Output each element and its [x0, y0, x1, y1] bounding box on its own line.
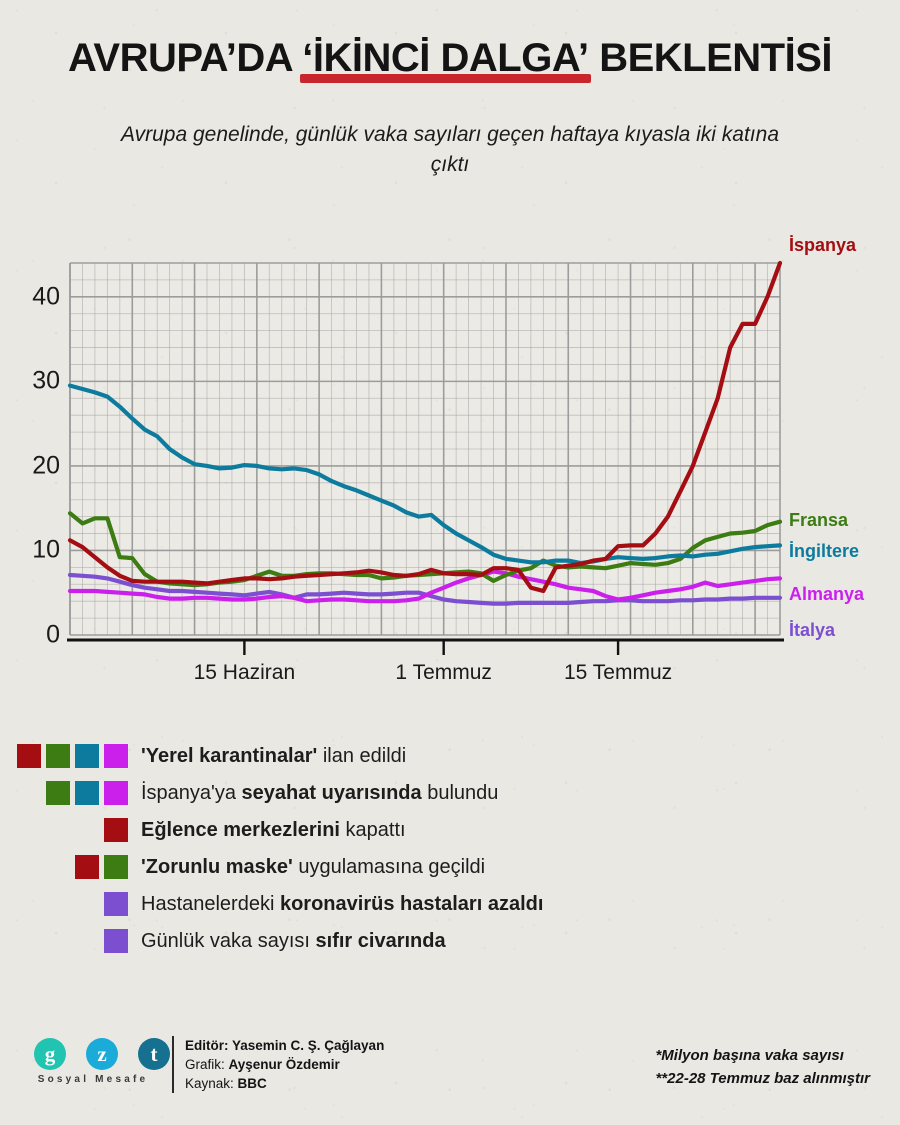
- legend-color-swatch: [104, 855, 128, 879]
- legend-swatches: [0, 892, 128, 916]
- legend-text: 'Yerel karantinalar' ilan edildi: [141, 745, 406, 768]
- legend-color-swatch: [104, 892, 128, 916]
- legend-text-tail: ilan edildi: [317, 744, 407, 767]
- series-label-fransa: Fransa: [789, 509, 849, 530]
- page-subtitle: Avrupa genelinde, günlük vaka sayıları g…: [120, 123, 779, 177]
- footnote-1: *Milyon başına vaka sayısı: [655, 1047, 844, 1064]
- credit-source-value: BBC: [237, 1076, 267, 1092]
- credit-graphic-value: Ayşenur Özdemir: [228, 1057, 340, 1073]
- series-label-almanya: Almanya: [789, 584, 865, 605]
- legend-color-swatch: [17, 744, 41, 768]
- legend-swatches: [0, 818, 128, 842]
- legend-text-tail: kapattı: [339, 818, 406, 841]
- legend-row: Eğlence merkezlerini kapattı: [0, 816, 900, 844]
- logo-circle-g: g: [34, 1038, 66, 1070]
- legend-text-bold: sıfır civarında: [315, 929, 446, 952]
- y-tick-label: 0: [46, 620, 60, 649]
- y-tick-label: 20: [32, 451, 60, 480]
- title-part-2: BEKLENTİSİ: [588, 36, 833, 80]
- legend-text-plain: Günlük vaka sayısı: [141, 929, 316, 952]
- credit-graphic-line: Grafik: Ayşenur Özdemir: [185, 1055, 384, 1074]
- legend-color-swatch: [75, 781, 99, 805]
- legend-row: İspanya'ya seyahat uyarısında bulundu: [0, 779, 900, 807]
- x-tick-label: 15 Haziran: [193, 661, 296, 684]
- y-tick-label: 40: [32, 282, 60, 311]
- legend-color-swatch: [104, 818, 128, 842]
- legend-text: 'Zorunlu maske' uygulamasına geçildi: [141, 856, 485, 879]
- series-label-i̇spanya: İspanya: [789, 235, 857, 255]
- page-title: AVRUPA’DA ‘İKİNCİ DALGA’ BEKLENTİSİ: [0, 36, 900, 83]
- series-label-i̇talya: İtalya: [789, 619, 836, 640]
- legend-swatches: [0, 855, 128, 879]
- series-line-i̇spanya: [67, 260, 783, 594]
- legend-text: Eğlence merkezlerini kapattı: [141, 819, 406, 842]
- legend-text: Günlük vaka sayısı sıfır civarında: [141, 930, 446, 953]
- legend-row: 'Zorunlu maske' uygulamasına geçildi: [0, 853, 900, 881]
- legend-text-tail: bulundu: [421, 781, 499, 804]
- chart-canvas: [67, 260, 784, 655]
- credit-source-label: Kaynak:: [185, 1076, 238, 1092]
- y-tick-label: 10: [32, 535, 60, 564]
- logo-circle-z: z: [86, 1038, 118, 1070]
- credit-editor-line: Editör: Yasemin C. Ş. Çağlayan: [185, 1036, 384, 1055]
- legend-color-swatch: [75, 855, 99, 879]
- y-tick-label: 30: [32, 366, 60, 395]
- legend-text-bold: seyahat uyarısında: [241, 781, 422, 804]
- x-axis: [67, 638, 784, 655]
- credit-editor-value: Yasemin C. Ş. Çağlayan: [232, 1038, 385, 1053]
- series-line-i̇ngiltere: [67, 383, 783, 566]
- title-part-1: AVRUPA’DA: [67, 36, 303, 80]
- legend-text-bold: Eğlence merkezlerini: [141, 818, 340, 841]
- series-line-fransa: [67, 511, 783, 588]
- credits-block: Editör: Yasemin C. Ş. Çağlayan Grafik: A…: [172, 1036, 384, 1094]
- legend-color-swatch: [104, 744, 128, 768]
- line-chart: 0 10 20 30 40 15 Haziran 1 Temmuz 15 Temmuz İspa…: [0, 206, 900, 686]
- x-tick-label: 15 Temmuz: [563, 661, 673, 684]
- series-label-i̇ngiltere: İngiltere: [789, 541, 860, 562]
- legend-color-swatch: [104, 781, 128, 805]
- legend-text: İspanya'ya seyahat uyarısında bulundu: [141, 782, 498, 805]
- annotation-legend: 'Yerel karantinalar' ilan edildi İspanya'…: [0, 742, 900, 964]
- footnotes: *Milyon başına vaka sayısı **22-28 Temmu…: [655, 1044, 870, 1091]
- title-highlight: ‘İKİNCİ DALGA’: [300, 36, 591, 83]
- legend-row: 'Yerel karantinalar' ilan edildi: [0, 742, 900, 770]
- credit-editor-label: Editör:: [185, 1038, 232, 1053]
- logo-circle-t: t: [138, 1038, 170, 1070]
- logo-caption: Sosyal Mesafe: [37, 1074, 149, 1085]
- x-tick-label: 1 Temmuz: [395, 661, 492, 684]
- legend-color-swatch: [46, 781, 70, 805]
- legend-color-swatch: [75, 744, 99, 768]
- legend-text-bold: 'Yerel karantinalar': [141, 744, 318, 767]
- legend-row: Hastanelerdeki koronavirüs hastaları aza…: [0, 890, 900, 918]
- legend-swatches: [0, 781, 128, 805]
- legend-swatches: [0, 744, 128, 768]
- series-line-almanya: [67, 569, 783, 604]
- legend-color-swatch: [104, 929, 128, 953]
- legend-color-swatch: [46, 744, 70, 768]
- legend-text-bold: koronavirüs hastaları azaldı: [279, 892, 544, 915]
- legend-swatches: [0, 929, 128, 953]
- credit-source-line: Kaynak: BBC: [185, 1074, 384, 1093]
- legend-text-plain: İspanya'ya: [141, 781, 242, 804]
- legend-text-plain: Hastanelerdeki: [141, 892, 280, 915]
- legend-row: Günlük vaka sayısı sıfır civarında: [0, 927, 900, 955]
- footnote-2: **22-28 Temmuz baz alınmıştır: [655, 1070, 870, 1088]
- credit-graphic-label: Grafik:: [185, 1057, 229, 1073]
- legend-text: Hastanelerdeki koronavirüs hastaları aza…: [141, 893, 543, 916]
- legend-text-bold: 'Zorunlu maske': [141, 855, 293, 878]
- legend-text-tail: uygulamasına geçildi: [292, 855, 486, 878]
